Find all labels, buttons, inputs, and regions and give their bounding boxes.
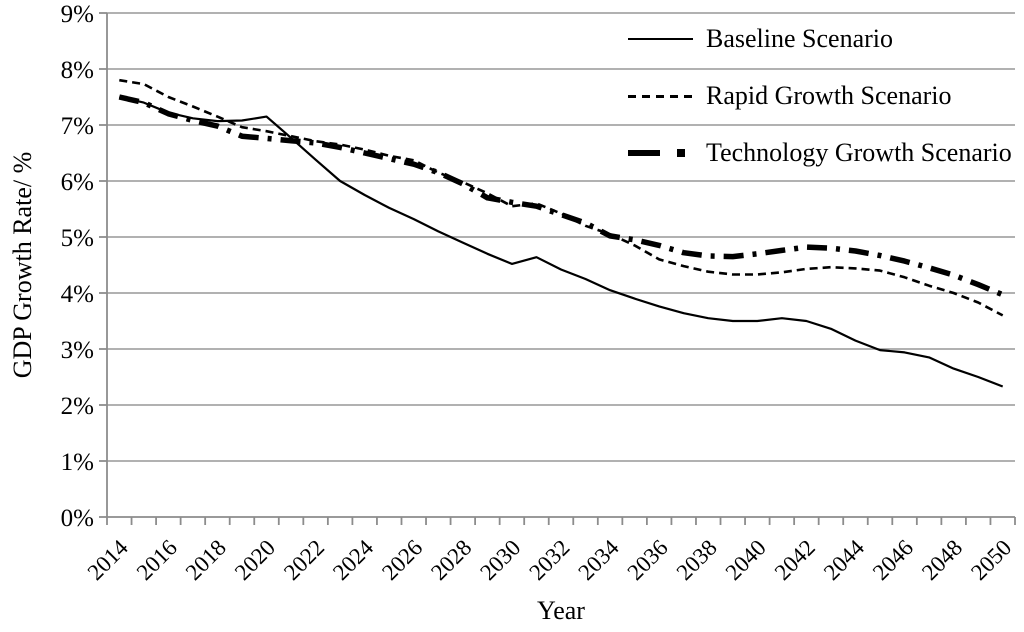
- y-tick-label: 2%: [61, 393, 94, 420]
- y-axis-title: GDP Growth Rate/ %: [8, 151, 37, 379]
- legend-label-technology-growth: Technology Growth Scenario: [706, 138, 1012, 167]
- y-tick-label: 6%: [61, 169, 94, 196]
- x-tick-label: 2022: [279, 535, 329, 585]
- x-tick-label: 2034: [573, 535, 624, 586]
- x-tick-label: 2040: [721, 535, 771, 585]
- y-tick-label: 5%: [61, 225, 94, 252]
- baseline-scenario-line: [119, 95, 1004, 388]
- y-tick-label: 8%: [61, 57, 94, 84]
- baseline-line-sample: [628, 38, 693, 40]
- legend: Baseline Scenario Rapid Growth Scenario …: [628, 20, 1012, 191]
- x-tick-label: 2038: [672, 535, 722, 585]
- y-tick-label: 3%: [61, 337, 94, 364]
- legend-item-baseline: Baseline Scenario: [628, 20, 1012, 58]
- x-tick-label: 2014: [83, 535, 134, 586]
- y-tick-label: 9%: [61, 1, 94, 28]
- y-tick-label: 7%: [61, 113, 94, 140]
- technology-growth-scenario-line: [118, 94, 1004, 298]
- x-tick-label: 2050: [966, 535, 1016, 585]
- x-axis-title: Year: [537, 596, 585, 625]
- x-tick-label: 2016: [132, 535, 182, 585]
- x-tick-label: 2032: [524, 535, 574, 585]
- x-tick-label: 2044: [819, 535, 870, 586]
- technology-growth-line-sample: [628, 149, 693, 158]
- rapid-growth-scenario-line: [119, 78, 1004, 317]
- x-tick-label: 2028: [426, 535, 476, 585]
- rapid-growth-line-sample: [628, 94, 693, 98]
- x-tick-label: 2026: [377, 535, 427, 585]
- legend-item-technology-growth: Technology Growth Scenario: [628, 134, 1012, 172]
- x-tick-label: 2048: [917, 535, 967, 585]
- x-tick-label: 2018: [181, 535, 231, 585]
- x-tick-label: 2036: [622, 535, 672, 585]
- legend-label-baseline: Baseline Scenario: [706, 24, 893, 53]
- x-tick-label: 2046: [868, 535, 918, 585]
- legend-item-rapid-growth: Rapid Growth Scenario: [628, 77, 1012, 115]
- y-tick-label: 1%: [61, 449, 94, 476]
- x-tick-label: 2024: [328, 535, 379, 586]
- y-tick-label: 4%: [61, 281, 94, 308]
- x-tick-label: 2042: [770, 535, 820, 585]
- x-tick-label: 2030: [475, 535, 525, 585]
- x-tick-label: 2020: [230, 535, 280, 585]
- y-tick-label: 0%: [61, 505, 94, 532]
- legend-label-rapid-growth: Rapid Growth Scenario: [706, 81, 952, 110]
